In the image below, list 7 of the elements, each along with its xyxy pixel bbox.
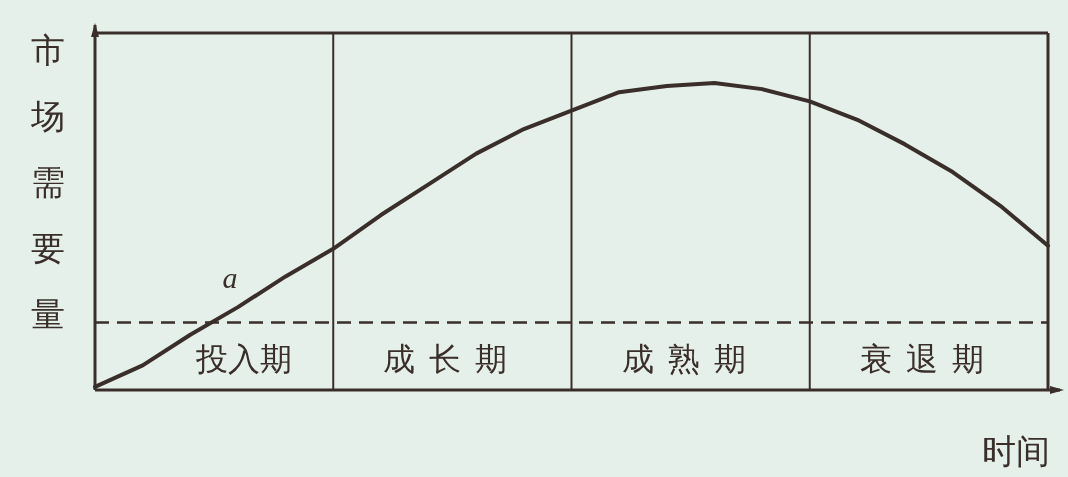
annotation: 成熟期 bbox=[621, 340, 760, 378]
annotation: 衰退期 bbox=[859, 340, 998, 378]
x-axis-title: 时间 bbox=[982, 431, 1050, 471]
annotation: 投入期 bbox=[195, 340, 293, 378]
annotation: a bbox=[222, 261, 238, 294]
y-axis-title: 市场需要量 bbox=[30, 30, 65, 334]
annotation: 成长期 bbox=[383, 340, 522, 378]
